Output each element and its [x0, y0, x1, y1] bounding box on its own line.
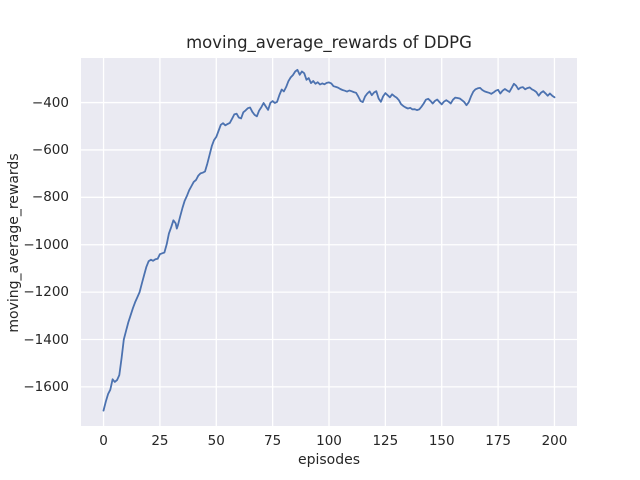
x-tick-label: 50: [207, 433, 225, 449]
y-tick-label: −1600: [23, 378, 69, 395]
y-tick-label: −600: [31, 141, 69, 158]
x-tick-label: 75: [264, 433, 282, 449]
x-tick-label: 100: [316, 433, 342, 449]
chart-title: moving_average_rewards of DDPG: [186, 33, 472, 52]
y-tick-label: −800: [31, 189, 69, 206]
y-tick-label: −400: [31, 94, 69, 111]
x-tick-label: 175: [485, 433, 511, 449]
y-tick-label: −1400: [23, 331, 69, 348]
y-tick-label: −1000: [23, 236, 69, 253]
x-tick-label: 125: [372, 433, 399, 449]
x-tick-label: 0: [99, 433, 108, 449]
x-tick-label: 150: [428, 433, 455, 449]
x-tick-label: 25: [151, 433, 169, 449]
x-tick-label: 200: [541, 433, 568, 449]
y-tick-label: −1200: [23, 284, 69, 301]
reward-line: [102, 68, 556, 412]
x-axis-label: episodes: [297, 452, 361, 468]
